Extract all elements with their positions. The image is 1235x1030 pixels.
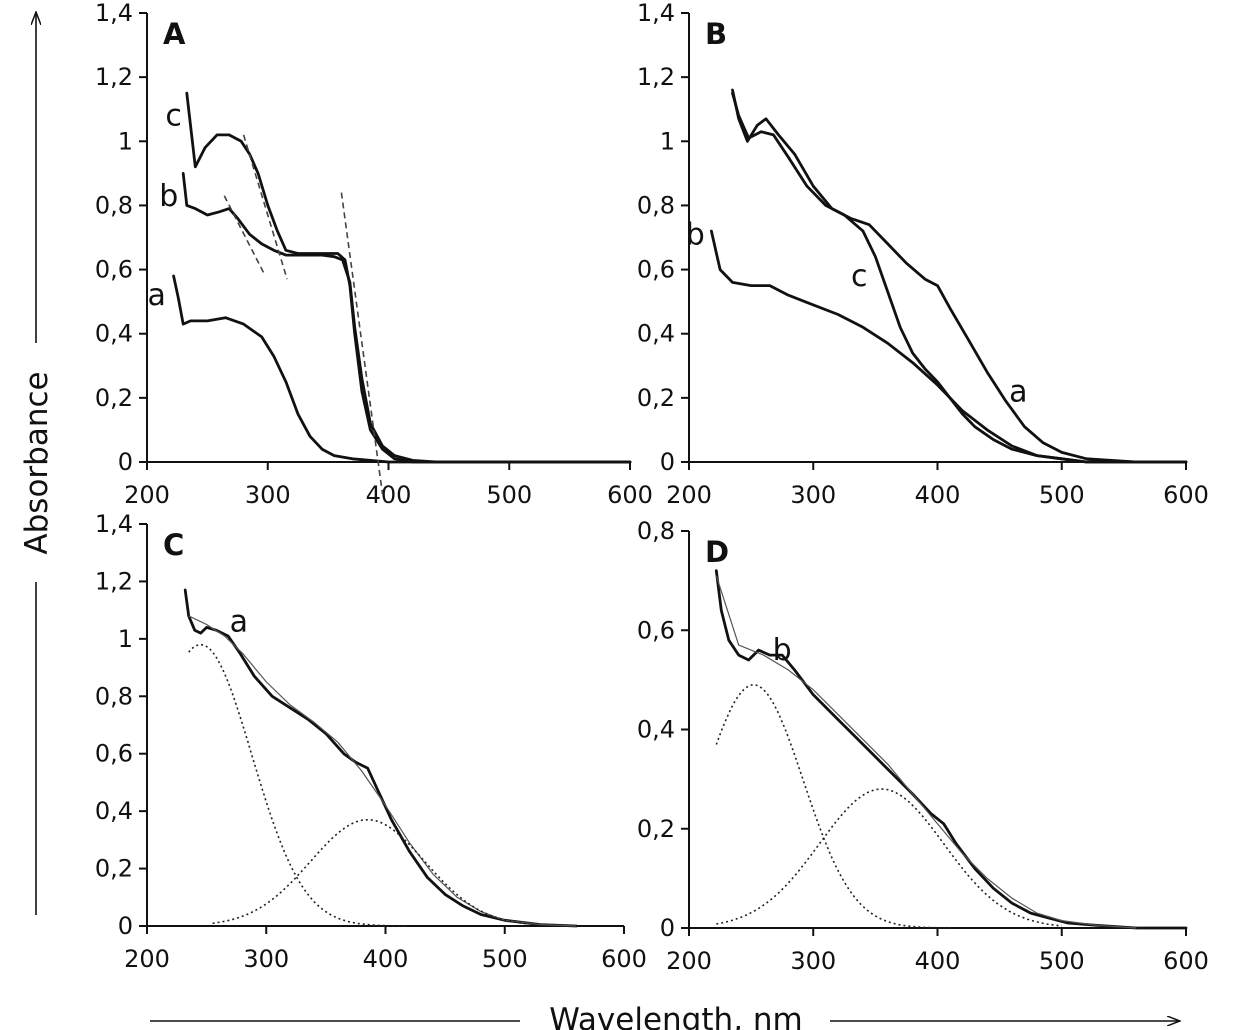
panel-a-x-tick-label: 200 <box>124 481 170 509</box>
panel-a-x-tick-label: 500 <box>486 481 532 509</box>
panel-a-x-tick-label: 400 <box>366 481 412 509</box>
x-axis-title-group: Wavelength, nm <box>150 1002 1180 1030</box>
panel-c-x-tick-label: 200 <box>124 945 170 973</box>
panel-c-y-tick-label: 0 <box>118 912 133 940</box>
panel-d: 0 0,2 0,4 0,6 0,8 200 300 400 500 600 Db <box>637 517 1209 975</box>
panel-d-x-tick-label: 200 <box>666 947 712 975</box>
panel-a-tangent-line-4 <box>242 134 288 280</box>
panel-a-tangent-line-3 <box>223 195 267 277</box>
panel-b-y-tick-label: 1,2 <box>637 63 675 91</box>
y-axis-title-group: Absorbance <box>19 12 55 915</box>
panel-b-x-tick-label: 500 <box>1039 481 1085 509</box>
panel-b-curve-b <box>710 229 1188 464</box>
panel-c-y-tick-label: 1,2 <box>95 567 133 595</box>
panel-b-curve-label-a: a <box>1009 374 1027 409</box>
panel-a-curve-c <box>185 91 632 464</box>
panel-c-curve-a <box>183 588 578 928</box>
panel-d-y-tick-label: 0,2 <box>637 815 675 843</box>
y-axis-title: Absorbance <box>19 371 55 554</box>
panel-d-x-tick-label: 300 <box>790 947 836 975</box>
panel-c-x-tick-label: 300 <box>243 945 289 973</box>
panel-b-x-tick-label: 600 <box>1163 481 1209 509</box>
panel-d-y-tick-label: 0,4 <box>637 716 675 744</box>
panel-a-tangent-line-5 <box>340 192 384 495</box>
panel-d-x-tick-label: 400 <box>915 947 961 975</box>
panel-a-y-tick-label: 0 <box>118 448 133 476</box>
panel-a-y-tick-label: 1,2 <box>95 63 133 91</box>
panel-c-y-tick-label: 1 <box>118 625 133 653</box>
panel-a: 0 0,2 0,4 0,6 0,8 1 1,2 1,4 200 300 400 500 600 Aa b c <box>95 0 653 509</box>
panel-a-curve-label-b: b <box>159 179 178 214</box>
panel-b-y-tick-label: 0,6 <box>637 256 675 284</box>
panel-d-curve-label-b: b <box>773 633 792 668</box>
panel-a-curve-label-a: a <box>147 278 165 313</box>
panel-b-y-tick-label: 0 <box>660 448 675 476</box>
panel-d-curve-b <box>714 569 1188 930</box>
panel-d-gaussian-component-3 <box>716 788 1062 927</box>
panel-a-y-tick-label: 1 <box>118 127 133 155</box>
panel-b-curve-label-b: b <box>686 217 705 252</box>
panel-d-y-tick-label: 0 <box>660 914 675 942</box>
panel-c-x-tick-label: 400 <box>363 945 409 973</box>
panel-c-y-tick-label: 1,4 <box>95 510 133 538</box>
panel-a-y-tick-label: 0,6 <box>95 256 133 284</box>
panel-a-y-tick-label: 0,8 <box>95 191 133 219</box>
panel-b-x-tick-label: 300 <box>790 481 836 509</box>
panel-d-fit-curve-1 <box>715 575 1137 929</box>
panel-c-y-tick-label: 0,2 <box>95 855 133 883</box>
panel-c: 0 0,2 0,4 0,6 0,8 1 1,2 1,4 200 300 400 500 600 Ca <box>95 510 647 973</box>
panel-d-label: D <box>705 535 729 569</box>
panel-a-curve-a <box>172 274 632 464</box>
panel-a-curve-b <box>181 172 632 464</box>
panel-b-y-tick-label: 0,2 <box>637 384 675 412</box>
panel-d-x-tick-label: 600 <box>1163 947 1209 975</box>
panel-b-y-tick-label: 1 <box>660 127 675 155</box>
panel-a-y-tick-label: 0,2 <box>95 384 133 412</box>
panel-b-curve-c <box>731 91 1188 464</box>
x-axis-title: Wavelength, nm <box>549 1002 802 1030</box>
panel-c-fit-curve-1 <box>188 615 577 927</box>
panel-c-y-tick-label: 0,6 <box>95 740 133 768</box>
panel-b-y-tick-label: 0,4 <box>637 320 675 348</box>
panel-d-gaussian-component-2 <box>715 683 950 929</box>
panel-d-y-tick-label: 0,6 <box>637 616 675 644</box>
panel-a-y-tick-label: 0,4 <box>95 320 133 348</box>
panel-a-x-tick-label: 300 <box>245 481 291 509</box>
panel-c-y-tick-label: 0,4 <box>95 797 133 825</box>
panel-b-label: B <box>705 17 727 51</box>
panel-b-curve-label-c: c <box>851 259 868 294</box>
panel-a-curve-label-c: c <box>165 99 182 134</box>
panel-a-label: A <box>163 17 186 51</box>
panel-b: 0 0,2 0,4 0,6 0,8 1 1,2 1,4 200 300 400 500 600 Ba b c <box>637 0 1209 509</box>
panel-c-y-tick-label: 0,8 <box>95 682 133 710</box>
panel-b-x-tick-label: 200 <box>666 481 712 509</box>
panel-b-y-tick-label: 0,8 <box>637 191 675 219</box>
panel-c-gaussian-component-3 <box>212 819 528 925</box>
panel-c-label: C <box>163 528 184 562</box>
panel-d-x-tick-label: 500 <box>1039 947 1085 975</box>
panel-c-curve-label-a: a <box>230 605 248 640</box>
panel-c-x-tick-label: 500 <box>482 945 528 973</box>
panel-b-y-tick-label: 1,4 <box>637 0 675 27</box>
panel-b-x-tick-label: 400 <box>915 481 961 509</box>
panel-a-x-tick-label: 600 <box>607 481 653 509</box>
panel-c-gaussian-component-2 <box>188 643 409 927</box>
panel-c-x-tick-label: 600 <box>601 945 647 973</box>
panel-d-y-tick-label: 0,8 <box>637 517 675 545</box>
panel-a-y-tick-label: 1,4 <box>95 0 133 27</box>
panel-b-curve-a <box>731 88 1188 464</box>
